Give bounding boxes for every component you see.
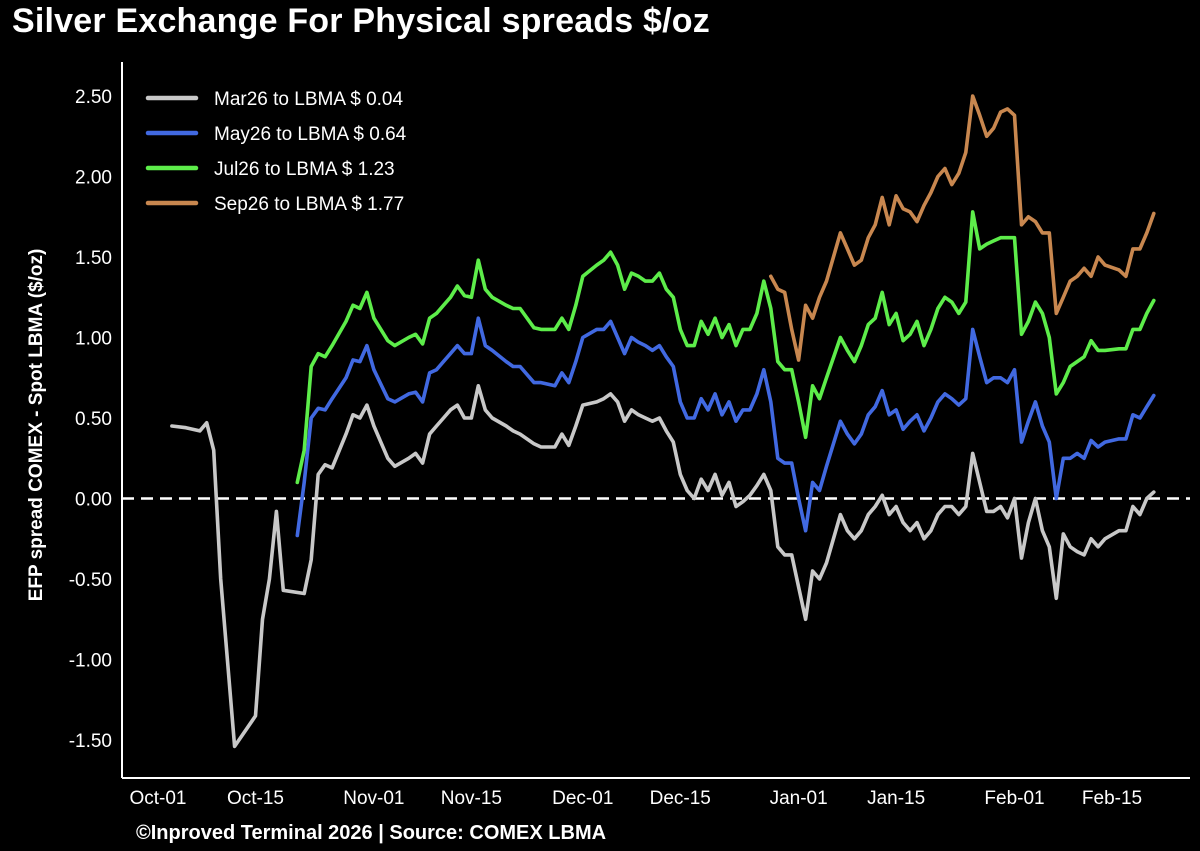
x-tick-label: Jan-01 [770,788,828,809]
series-lines [170,94,1156,749]
x-tick-label: Dec-01 [552,788,613,809]
x-tick-label: Jan-15 [867,788,925,809]
y-tick-label: 2.00 [75,168,112,189]
series-line-0 [170,383,1156,749]
legend-label: Jul26 to LBMA $ 1.23 [214,159,395,180]
x-tick-label: Nov-15 [441,788,502,809]
y-tick-label: -1.50 [69,731,112,752]
source-credit: ©Inproved Terminal 2026 | Source: COMEX … [136,822,607,844]
axes: 2.50 2.00 1.50 1.00 0.50 0.00 -0.50 -1.00 -1.50 O… [69,62,1190,809]
chart-title: Silver Exchange For Physical spreads $/o… [12,2,710,40]
x-tick-label: Nov-01 [343,788,404,809]
series-line-3 [768,94,1156,362]
y-tick-label: 0.00 [75,490,112,511]
x-tick-label: Oct-15 [227,788,284,809]
legend-label: Sep26 to LBMA $ 1.77 [214,194,404,215]
x-tick-label: Feb-15 [1082,788,1142,809]
y-tick-label: -1.00 [69,651,112,672]
y-axis-label: EFP spread COMEX - Spot LBMA ($/oz) [26,249,47,602]
x-tick-label: Oct-01 [129,788,186,809]
y-tick-label: -0.50 [69,570,112,591]
y-tick-label: 1.00 [75,329,112,350]
y-tick-label: 0.50 [75,409,112,430]
series-line-2 [295,210,1156,485]
x-tick-label: Dec-15 [650,788,711,809]
series-line-1 [295,316,1156,538]
legend-label: Mar26 to LBMA $ 0.04 [214,89,403,110]
x-tick-label: Feb-01 [984,788,1044,809]
y-tick-label: 1.50 [75,248,112,269]
legend-label: May26 to LBMA $ 0.64 [214,124,407,145]
legend: Mar26 to LBMA $ 0.04 May26 to LBMA $ 0.64… [145,89,407,215]
y-tick-label: 2.50 [75,87,112,108]
